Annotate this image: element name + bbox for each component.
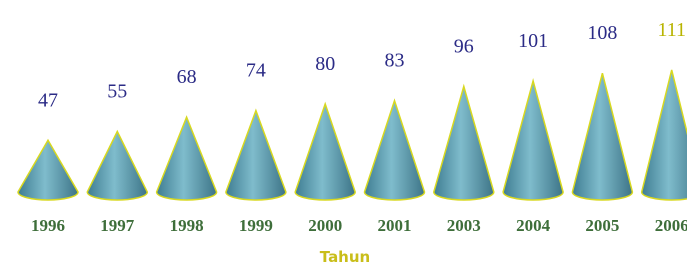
x-tick-label: 2004 bbox=[516, 216, 551, 235]
x-tick-label: 2006 bbox=[655, 216, 687, 235]
value-label: 55 bbox=[107, 81, 127, 103]
x-axis-label: Tahun bbox=[320, 248, 370, 266]
x-tick-label: 2001 bbox=[378, 216, 412, 235]
x-tick-label: 1999 bbox=[239, 216, 273, 235]
value-label: 111 bbox=[657, 19, 686, 41]
x-tick-label: 1996 bbox=[31, 216, 65, 235]
value-label: 83 bbox=[385, 50, 405, 72]
x-tick-label: 2003 bbox=[447, 216, 481, 235]
value-label: 47 bbox=[38, 89, 58, 111]
x-tick-label: 1998 bbox=[170, 216, 204, 235]
chart: Tahun 47 1996 55 1997 68 1998 74 1999 80 2000 83 20… bbox=[0, 0, 687, 273]
value-label: 74 bbox=[246, 60, 266, 82]
x-tick-label: 2000 bbox=[308, 216, 342, 235]
value-label: 101 bbox=[518, 30, 548, 52]
value-label: 96 bbox=[454, 35, 474, 57]
value-label: 68 bbox=[177, 66, 197, 88]
value-label: 80 bbox=[315, 53, 335, 75]
x-tick-label: 1997 bbox=[100, 216, 135, 235]
x-tick-label: 2005 bbox=[585, 216, 619, 235]
value-label: 108 bbox=[587, 22, 617, 44]
